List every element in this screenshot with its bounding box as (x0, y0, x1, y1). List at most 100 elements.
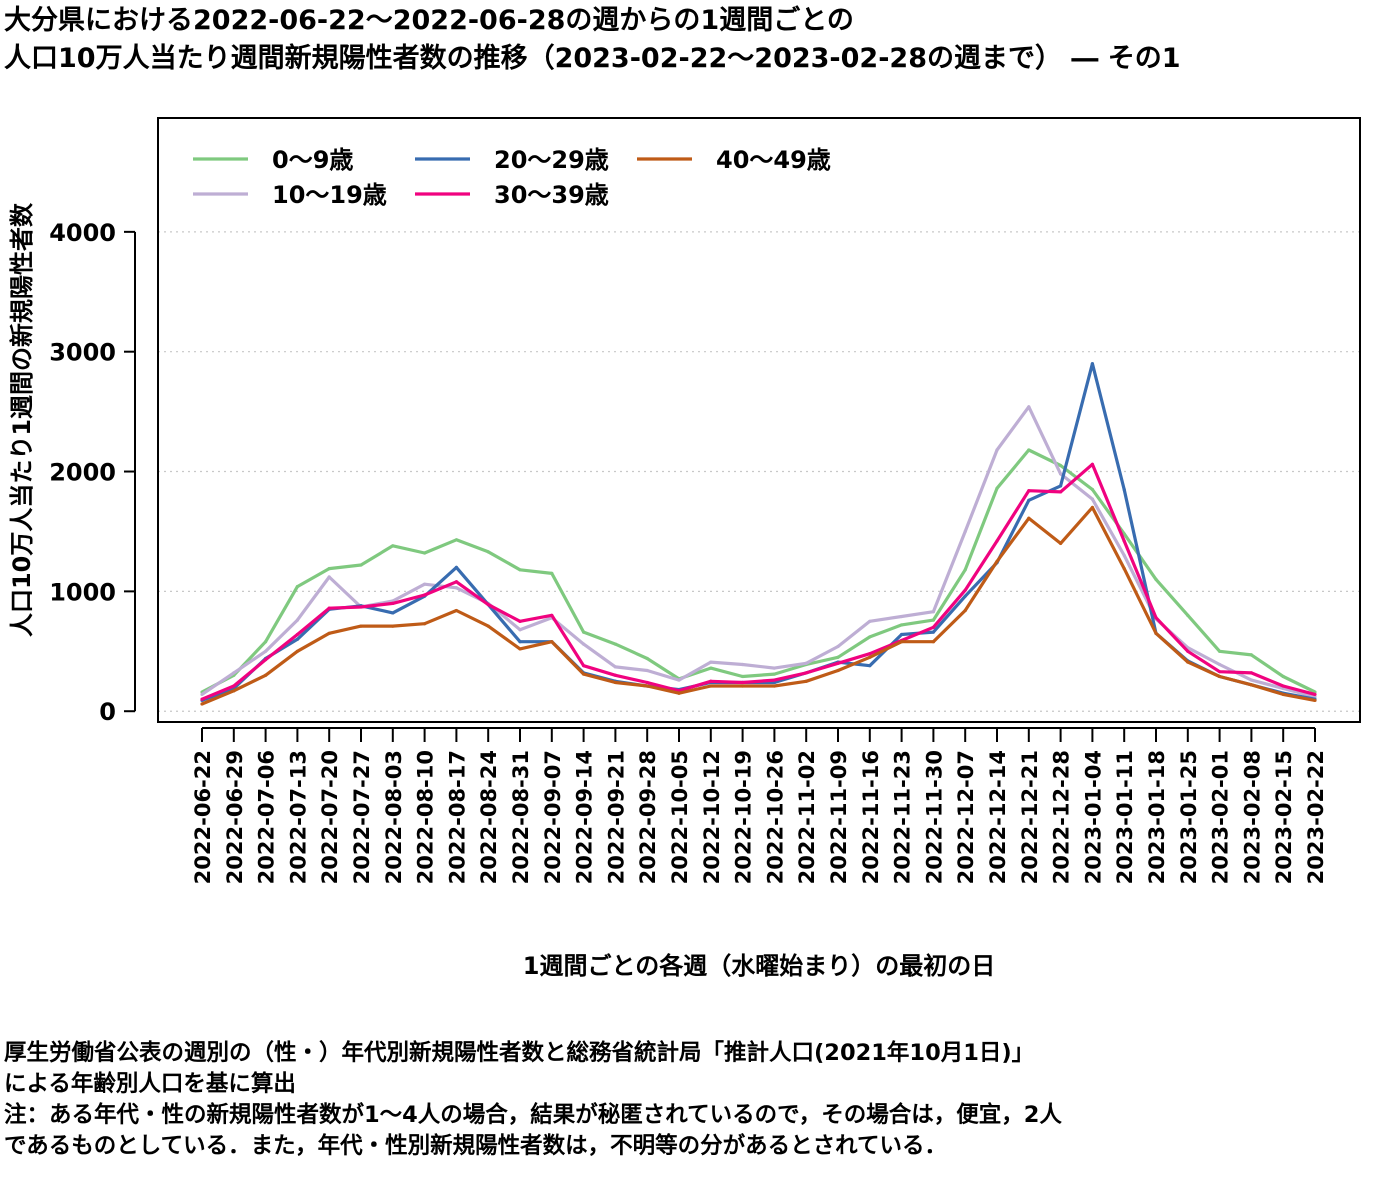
x-tick-label: 2022-06-22 (191, 750, 215, 884)
x-tick-label: 2022-08-03 (382, 750, 406, 884)
x-tick-label: 2023-01-04 (1081, 750, 1105, 884)
x-tick-label: 2022-07-13 (286, 750, 310, 884)
data-point (295, 637, 299, 641)
legend-label: 10〜19歳 (272, 181, 387, 209)
x-tick-label: 2023-01-18 (1145, 750, 1169, 884)
data-point (1059, 463, 1063, 468)
data-point (836, 661, 840, 665)
data-point (963, 529, 967, 534)
data-point (1186, 613, 1190, 617)
x-tick-label: 2023-02-01 (1209, 750, 1233, 884)
data-point (264, 640, 268, 644)
data-point (1027, 516, 1031, 520)
data-point (1122, 567, 1126, 571)
data-point (1154, 616, 1158, 620)
data-point (1154, 577, 1158, 581)
series-group (200, 505, 1317, 706)
data-point (709, 660, 713, 664)
footnotes: 厚生労働省公表の週別の（性・）年代別新規陽性者数と総務省統計局「推計人口(202… (4, 1038, 1396, 1162)
data-point (423, 551, 427, 555)
data-point (1249, 671, 1253, 675)
data-point (486, 550, 490, 554)
data-point (868, 619, 872, 623)
data-point (518, 647, 522, 651)
data-point (295, 649, 299, 653)
footnote-line-3: 注：ある年代・性の新規陽性者数が1〜4人の場合，結果が秘匿されているので，その場… (4, 1102, 1062, 1128)
series-line (201, 505, 1316, 706)
series-group (200, 448, 1317, 694)
data-point (486, 624, 490, 628)
x-tick-label: 2022-09-14 (573, 750, 597, 884)
data-point (995, 539, 999, 543)
data-point (1218, 670, 1222, 674)
data-point (454, 565, 458, 570)
gridlines (158, 231, 1360, 712)
data-point (836, 655, 840, 659)
data-point (423, 582, 427, 586)
data-point (772, 684, 777, 688)
series-line (201, 362, 1316, 702)
x-tick-label: 2022-11-30 (922, 750, 946, 884)
data-point (295, 584, 299, 589)
series-group (200, 405, 1317, 699)
x-tick-label: 2022-12-07 (954, 750, 978, 884)
data-point (1059, 472, 1063, 476)
x-tick-label: 2022-09-21 (604, 750, 628, 884)
x-tick-label: 2022-07-20 (318, 750, 342, 884)
y-tick-label: 3000 (49, 339, 116, 367)
data-point (741, 680, 745, 685)
data-point (200, 692, 204, 697)
data-point (645, 684, 649, 688)
legend-item: 30〜39歳 (415, 181, 609, 209)
data-point (963, 568, 967, 572)
x-tick-label: 2022-10-26 (763, 750, 787, 884)
x-axis-label: 1週間ごとの各週（水曜始まり）の最初の日 (523, 952, 995, 980)
data-point (232, 689, 236, 693)
data-point (709, 679, 713, 683)
footnote-line-1: 厚生労働省公表の週別の（性・）年代別新規陽性者数と総務省統計局「推計人口(202… (4, 1040, 1035, 1066)
y-tick-label: 1000 (49, 578, 116, 606)
data-point (1122, 553, 1126, 558)
series-line (201, 462, 1316, 701)
x-tick-label: 2023-01-25 (1177, 750, 1201, 884)
data-point (1281, 692, 1285, 697)
data-point (1090, 505, 1094, 510)
data-point (1281, 674, 1285, 679)
data-point (868, 664, 872, 668)
data-point (359, 605, 363, 609)
y-axis-label: 人口10万人当たり1週間の新規陽性者数 (8, 202, 36, 637)
data-point (1090, 487, 1094, 492)
data-point (200, 697, 204, 701)
x-tick-label: 2022-07-27 (350, 750, 374, 884)
title-line-1: 大分県における2022-06-22〜2022-06-28の週からの1週間ごとの (4, 5, 854, 36)
data-point (200, 702, 204, 706)
data-point (518, 619, 522, 623)
data-point (1281, 684, 1285, 688)
data-point (1218, 662, 1222, 667)
data-point (836, 668, 840, 673)
legend-item: 10〜19歳 (193, 181, 387, 209)
data-point (1090, 497, 1094, 501)
title-line-2: 人口10万人当たり週間新規陽性者数の推移（2023-02-22〜2023-02-… (4, 43, 1181, 74)
data-point (327, 631, 331, 635)
data-point (359, 624, 363, 628)
data-point (900, 640, 904, 644)
data-point (868, 635, 872, 639)
data-point (423, 593, 427, 597)
legend-label: 30〜39歳 (494, 181, 609, 209)
series-group (200, 462, 1317, 701)
data-point (1059, 541, 1063, 546)
y-tick-label: 2000 (49, 459, 116, 487)
legend-item: 0〜9歳 (193, 146, 353, 174)
x-tick-label: 2022-11-09 (827, 750, 851, 884)
data-point (550, 571, 554, 575)
data-point (900, 614, 904, 619)
x-tick-label: 2022-08-10 (414, 750, 438, 884)
data-point (1154, 631, 1158, 635)
legend-item: 20〜29歳 (415, 146, 609, 174)
data-point (295, 618, 299, 622)
data-point (582, 672, 586, 676)
data-point (518, 628, 522, 632)
data-point (645, 656, 649, 661)
